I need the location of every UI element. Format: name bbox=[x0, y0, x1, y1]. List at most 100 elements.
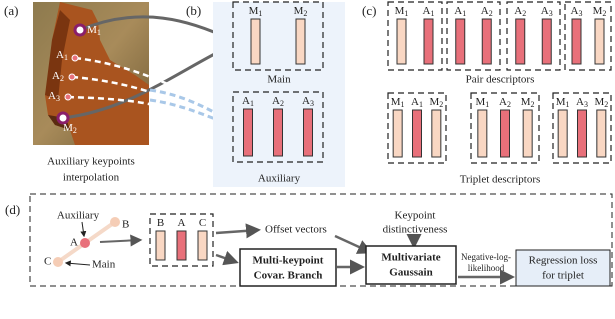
descriptor-bar bbox=[198, 231, 207, 260]
label-sub: 3 bbox=[584, 100, 588, 109]
label-sub: 1 bbox=[97, 28, 101, 37]
keypoint-label: A1 bbox=[411, 96, 423, 109]
label-sub: 1 bbox=[430, 9, 434, 18]
label-sub: 1 bbox=[404, 9, 408, 18]
label-sub: 2 bbox=[489, 9, 493, 18]
annotation: Keypoint bbox=[395, 210, 436, 222]
keypoint-label: A bbox=[178, 217, 186, 229]
caption: Triplet descriptors bbox=[460, 174, 541, 186]
label-base: A bbox=[454, 5, 462, 17]
box-label: Multivariate bbox=[381, 252, 440, 264]
label-sub: 1 bbox=[64, 53, 68, 62]
descriptor-bar bbox=[523, 110, 532, 157]
label-base: A bbox=[56, 49, 64, 61]
descriptor-bar bbox=[397, 19, 406, 64]
label-base: M bbox=[475, 96, 485, 108]
label-sub: 1 bbox=[401, 100, 405, 109]
label-sub: 1 bbox=[485, 100, 489, 109]
descriptor-bar bbox=[251, 19, 260, 64]
label-sub: 3 bbox=[578, 9, 582, 18]
caption: Auxiliary bbox=[258, 173, 301, 185]
label-base: A bbox=[423, 5, 431, 17]
point bbox=[80, 238, 90, 248]
label-sub: 2 bbox=[531, 100, 535, 109]
label-base: M bbox=[593, 5, 603, 17]
label-base: M bbox=[556, 96, 566, 108]
label-sub: 3 bbox=[549, 9, 553, 18]
descriptor-bar bbox=[296, 19, 305, 64]
descriptor-bar bbox=[516, 19, 525, 64]
panel-label: (a) bbox=[4, 3, 18, 18]
label-sub: 1 bbox=[419, 100, 423, 109]
keypoint-label: M2 bbox=[593, 5, 607, 18]
label-base: A bbox=[514, 5, 522, 17]
keypoint-label: M1 bbox=[475, 96, 489, 109]
box-label: Covar. Branch bbox=[254, 270, 323, 282]
label-sub: 2 bbox=[604, 100, 608, 109]
label-base: M bbox=[87, 24, 97, 36]
arrow bbox=[82, 222, 84, 236]
label-base: A bbox=[178, 217, 186, 229]
label-base: A bbox=[48, 90, 56, 102]
label-base: M bbox=[63, 122, 73, 134]
annotation: Main bbox=[92, 259, 116, 271]
keypoint-label: M2 bbox=[429, 96, 443, 109]
point bbox=[110, 217, 120, 227]
descriptor-bar bbox=[244, 109, 253, 156]
keypoint-label: B bbox=[157, 217, 164, 229]
caption: interpolation bbox=[63, 172, 120, 184]
label-base: A bbox=[272, 95, 280, 107]
annotation: distinctiveness bbox=[383, 224, 448, 236]
label-base: A bbox=[302, 95, 310, 107]
descriptor-bar bbox=[177, 231, 186, 260]
arrow bbox=[216, 230, 258, 233]
keypoint-label: A2 bbox=[481, 5, 493, 18]
keypoint bbox=[72, 55, 78, 61]
keypoint-label: A2 bbox=[499, 96, 511, 109]
label-sub: 2 bbox=[73, 126, 77, 135]
keypoint-label: A3 bbox=[571, 5, 583, 18]
descriptor-bar bbox=[456, 19, 465, 64]
descriptor-bar bbox=[572, 19, 581, 64]
label-base: M bbox=[594, 96, 604, 108]
label-base: M bbox=[294, 5, 304, 17]
box-label: Regression loss bbox=[529, 255, 598, 267]
label-base: B bbox=[157, 217, 164, 229]
keypoint-label: A1 bbox=[423, 5, 435, 18]
descriptor-bar bbox=[424, 19, 433, 64]
label-base: M bbox=[395, 5, 405, 17]
label-sub: 1 bbox=[566, 100, 570, 109]
arrow bbox=[216, 255, 236, 262]
label-sub: 2 bbox=[507, 100, 511, 109]
keypoint-label: A3 bbox=[576, 96, 588, 109]
caption: Auxiliary keypoints bbox=[47, 156, 135, 168]
descriptor-bar bbox=[558, 110, 567, 157]
keypoint-label: M2 bbox=[594, 96, 608, 109]
label-sub: 3 bbox=[56, 94, 60, 103]
box-label: for triplet bbox=[542, 270, 584, 282]
descriptor-bar bbox=[432, 110, 441, 157]
label-base: M bbox=[391, 96, 401, 108]
annotation: likelihood bbox=[468, 263, 505, 273]
point-label: A bbox=[70, 237, 78, 249]
descriptor-bar bbox=[393, 110, 402, 157]
keypoint-label: C bbox=[199, 217, 206, 229]
label-sub: 2 bbox=[303, 9, 307, 18]
figure: (a) Auxiliary keypoints interpolation (b… bbox=[0, 0, 615, 319]
caption: Pair descriptors bbox=[466, 74, 535, 86]
caption: Main bbox=[267, 74, 291, 86]
label-sub: 2 bbox=[602, 9, 606, 18]
descriptor-bar bbox=[595, 19, 604, 64]
label-base: M bbox=[429, 96, 439, 108]
point bbox=[53, 257, 63, 267]
keypoint bbox=[69, 74, 75, 80]
label-sub: 2 bbox=[439, 100, 443, 109]
keypoint-label: M1 bbox=[556, 96, 570, 109]
label-base: A bbox=[571, 5, 579, 17]
label-base: A bbox=[541, 5, 549, 17]
descriptor-bar bbox=[542, 19, 551, 64]
box-label: Multi-keypoint bbox=[253, 255, 324, 267]
arrow bbox=[100, 240, 140, 242]
panel-label: (d) bbox=[5, 202, 20, 217]
keypoint bbox=[75, 25, 85, 35]
